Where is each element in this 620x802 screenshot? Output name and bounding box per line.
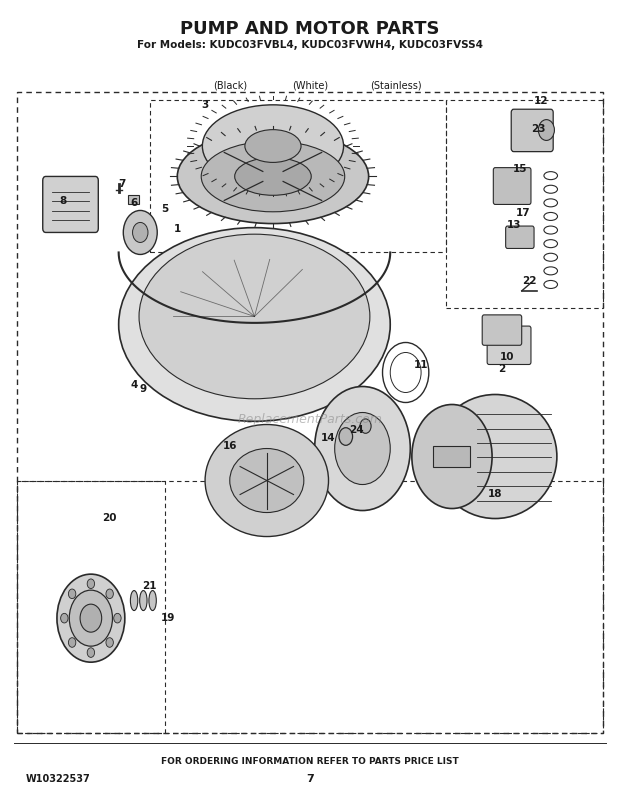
Text: 20: 20 [102, 512, 117, 522]
Text: ReplacementParts.com: ReplacementParts.com [237, 412, 383, 425]
Text: 18: 18 [488, 488, 502, 498]
Ellipse shape [87, 579, 95, 589]
Text: 11: 11 [414, 360, 428, 370]
Ellipse shape [205, 425, 329, 537]
Ellipse shape [68, 589, 76, 599]
Text: 3: 3 [202, 100, 209, 111]
Text: 17: 17 [516, 209, 530, 218]
Ellipse shape [118, 229, 390, 422]
Ellipse shape [433, 395, 557, 519]
Text: 4: 4 [130, 380, 138, 390]
Text: 21: 21 [142, 580, 157, 589]
Ellipse shape [68, 638, 76, 647]
Bar [446, 101, 603, 309]
Ellipse shape [235, 158, 311, 196]
Ellipse shape [339, 428, 353, 446]
Ellipse shape [106, 589, 113, 599]
Text: 19: 19 [161, 612, 175, 622]
Text: (Black): (Black) [213, 80, 247, 91]
FancyBboxPatch shape [487, 326, 531, 365]
Text: 13: 13 [507, 221, 521, 230]
FancyBboxPatch shape [43, 177, 99, 233]
Text: (Stainless): (Stainless) [371, 80, 422, 91]
Ellipse shape [106, 638, 113, 647]
Ellipse shape [538, 120, 554, 141]
Bar [17, 481, 165, 733]
Ellipse shape [177, 130, 369, 225]
Ellipse shape [87, 648, 95, 658]
Ellipse shape [80, 605, 102, 632]
Ellipse shape [360, 419, 371, 434]
Ellipse shape [123, 211, 157, 255]
Bar [433, 447, 471, 468]
Text: 16: 16 [223, 440, 237, 450]
Ellipse shape [202, 142, 345, 213]
Text: 14: 14 [321, 432, 336, 442]
Ellipse shape [69, 590, 112, 646]
FancyBboxPatch shape [506, 227, 534, 249]
Text: 7: 7 [118, 179, 125, 188]
Text: 12: 12 [534, 96, 549, 107]
Ellipse shape [335, 413, 390, 485]
Ellipse shape [149, 591, 156, 611]
Ellipse shape [113, 614, 121, 623]
Text: 7: 7 [306, 773, 314, 784]
Ellipse shape [57, 574, 125, 662]
Bar [17, 481, 603, 733]
Ellipse shape [140, 591, 147, 611]
Text: 10: 10 [500, 352, 515, 362]
Text: PUMP AND MOTOR PARTS: PUMP AND MOTOR PARTS [180, 20, 440, 38]
FancyBboxPatch shape [482, 315, 521, 346]
Bar [17, 93, 603, 733]
Text: 5: 5 [161, 205, 169, 214]
Text: 23: 23 [531, 124, 546, 134]
Text: 9: 9 [140, 384, 147, 394]
Ellipse shape [130, 591, 138, 611]
Text: W10322537: W10322537 [26, 773, 91, 784]
Text: 8: 8 [60, 196, 67, 206]
Text: 24: 24 [349, 424, 363, 434]
Ellipse shape [139, 235, 370, 399]
Ellipse shape [412, 405, 492, 509]
Ellipse shape [245, 131, 301, 164]
Ellipse shape [230, 449, 304, 513]
Text: 15: 15 [513, 164, 527, 174]
Text: For Models: KUDC03FVBL4, KUDC03FVWH4, KUDC03FVSS4: For Models: KUDC03FVBL4, KUDC03FVWH4, KU… [137, 40, 483, 51]
Ellipse shape [61, 614, 68, 623]
Ellipse shape [202, 106, 343, 188]
Text: (White): (White) [292, 80, 328, 91]
Text: 22: 22 [522, 276, 536, 286]
FancyBboxPatch shape [512, 110, 553, 152]
FancyBboxPatch shape [494, 168, 531, 205]
Bar [128, 196, 139, 205]
Ellipse shape [314, 387, 410, 511]
Text: 1: 1 [174, 225, 181, 234]
Ellipse shape [133, 223, 148, 243]
Bar [149, 101, 446, 253]
Text: 2: 2 [498, 364, 505, 374]
Text: FOR ORDERING INFORMATION REFER TO PARTS PRICE LIST: FOR ORDERING INFORMATION REFER TO PARTS … [161, 756, 459, 765]
Text: 6: 6 [130, 198, 138, 208]
